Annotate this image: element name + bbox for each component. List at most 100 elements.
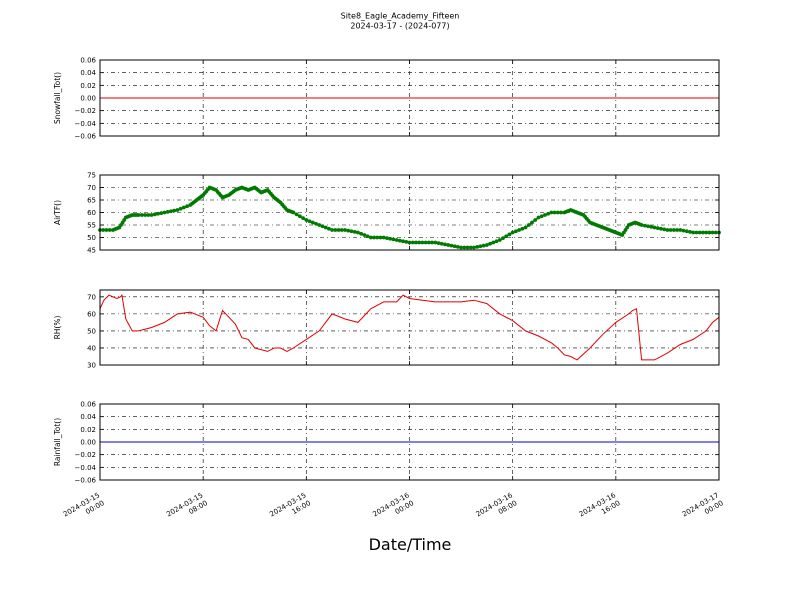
y-tick-label: 0.02 (80, 82, 96, 90)
data-point (175, 208, 180, 212)
data-point (678, 228, 683, 232)
data-point (665, 228, 670, 232)
data-point (320, 224, 325, 229)
y-tick-label: 50 (87, 234, 96, 242)
y-tick-label: −0.04 (75, 120, 97, 128)
y-axis-label: RH(%) (53, 316, 62, 340)
data-point (539, 214, 544, 219)
data-point (520, 226, 525, 231)
data-point (397, 238, 402, 243)
data-point (681, 228, 686, 233)
data-point (546, 211, 551, 216)
y-axis-label: Rainfall_Tot() (53, 418, 62, 466)
y-tick-label: −0.06 (75, 477, 97, 485)
data-point (668, 228, 673, 232)
data-point (391, 237, 396, 242)
y-tick-label: 70 (87, 184, 96, 192)
data-point (649, 224, 654, 229)
data-point (559, 210, 563, 215)
data-point (662, 227, 667, 232)
y-tick-label: 75 (87, 172, 96, 180)
data-point (417, 240, 422, 245)
axes-frame (99, 403, 720, 481)
data-point (484, 243, 489, 247)
y-tick-label: 0.00 (80, 95, 96, 103)
data-point (430, 240, 434, 245)
data-point (465, 245, 470, 250)
y-tick-label: −0.04 (75, 464, 97, 472)
y-tick-label: 0.06 (80, 57, 96, 65)
data-point (310, 220, 315, 225)
data-point (439, 241, 444, 246)
x-tick-labels: 2024-03-1500:00 2024-03-1508:00 2024-03-15… (62, 491, 725, 526)
data-point (181, 205, 186, 210)
data-point (436, 241, 441, 246)
data-point (452, 244, 457, 249)
data-point (704, 230, 709, 235)
data-point (307, 219, 312, 224)
y-tick-label: −0.06 (75, 133, 97, 141)
data-point (655, 226, 660, 231)
data-point (459, 245, 463, 250)
data-point (443, 242, 447, 247)
y-tick-label: 0.06 (80, 401, 96, 409)
data-point (375, 235, 380, 240)
y-tick-label: 40 (87, 344, 96, 352)
series-line (100, 186, 719, 249)
data-point (533, 218, 538, 222)
data-point (185, 204, 189, 209)
x-tick-label: 2024-03-1700:00 (681, 491, 725, 526)
data-point (468, 245, 473, 250)
data-point (291, 210, 296, 215)
data-point (700, 230, 705, 235)
data-point (549, 210, 554, 215)
data-point (536, 215, 541, 220)
data-point (501, 236, 505, 241)
data-point (359, 231, 364, 236)
data-point (381, 235, 386, 240)
data-point (684, 229, 689, 234)
data-point (410, 240, 415, 245)
data-point (159, 211, 164, 216)
data-point (372, 235, 376, 240)
data-point (149, 213, 154, 217)
data-point (356, 230, 360, 235)
y-tick-label: 0.04 (80, 69, 96, 77)
y-tick-label: 60 (87, 209, 96, 217)
data-point (646, 224, 650, 229)
data-point (420, 240, 425, 245)
data-point (317, 223, 322, 227)
data-point (352, 229, 357, 234)
data-point (526, 223, 531, 227)
y-axis-label: Snowfall_Tot() (53, 72, 62, 124)
data-point (523, 225, 528, 230)
data-point (446, 243, 451, 247)
data-point (513, 229, 518, 234)
data-point (343, 228, 347, 232)
data-point (101, 228, 106, 232)
x-tick-label: 2024-03-1516:00 (268, 491, 312, 526)
data-point (507, 232, 512, 237)
y-tick-label: 30 (87, 362, 96, 370)
x-axis-label: Date/Time (369, 535, 452, 554)
data-point (472, 245, 476, 250)
data-point (491, 240, 496, 245)
data-point (314, 221, 318, 226)
x-tick-label: 2024-03-1608:00 (475, 491, 519, 526)
data-point (104, 228, 109, 232)
data-point (543, 213, 547, 217)
data-point (475, 244, 480, 249)
data-point (107, 228, 112, 232)
data-point (713, 230, 718, 235)
data-point (156, 211, 160, 216)
y-tick-label: 70 (87, 293, 96, 301)
x-tick-label: 2024-03-1500:00 (62, 491, 106, 526)
data-point (165, 209, 170, 214)
data-point (710, 230, 715, 235)
data-point (642, 223, 647, 228)
data-point (362, 233, 367, 237)
data-point (301, 216, 306, 221)
data-point (517, 228, 522, 232)
y-tick-label: 65 (87, 197, 96, 205)
x-tick-label: 2024-03-1616:00 (578, 491, 622, 526)
